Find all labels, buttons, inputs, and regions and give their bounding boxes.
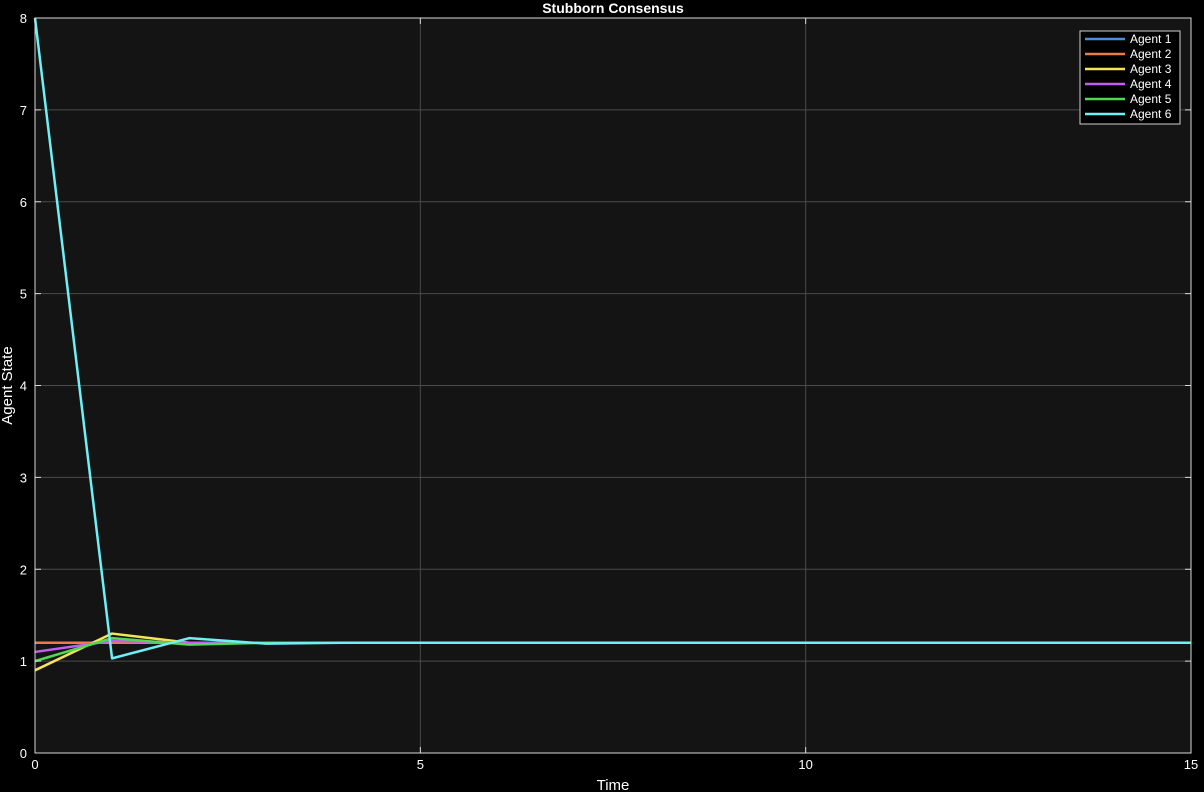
y-tick-label: 6 — [20, 195, 27, 210]
x-axis-label: Time — [597, 777, 630, 792]
x-tick-label: 15 — [1184, 757, 1198, 772]
y-tick-label: 4 — [20, 379, 27, 394]
x-tick-label: 0 — [31, 757, 38, 772]
x-tick-label: 5 — [417, 757, 424, 772]
legend-label: Agent 1 — [1130, 32, 1172, 46]
series-lines — [33, 17, 1191, 672]
chart-title: Stubborn Consensus — [542, 0, 684, 16]
legend-label: Agent 3 — [1130, 62, 1172, 76]
y-tick-label: 3 — [20, 470, 27, 485]
legend-label: Agent 6 — [1130, 107, 1172, 121]
y-axis-label: Agent State — [0, 346, 16, 424]
legend-box — [1079, 30, 1181, 125]
legend-label: Agent 5 — [1130, 92, 1172, 106]
legend-label: Agent 2 — [1130, 47, 1172, 61]
tick-labels: 0 5 10 15 0 1 2 3 4 5 6 7 8 — [20, 11, 1198, 772]
y-tick-label: 7 — [20, 103, 27, 118]
y-tick-label: 1 — [20, 654, 27, 669]
y-tick-label: 8 — [20, 11, 27, 26]
y-tick-label: 0 — [20, 746, 27, 761]
y-tick-label: 2 — [20, 562, 27, 577]
series-line-agent-6 — [33, 17, 1191, 660]
x-tick-label: 10 — [798, 757, 812, 772]
axes — [34, 17, 1192, 754]
legend-label: Agent 4 — [1130, 77, 1172, 91]
y-tick-label: 5 — [20, 287, 27, 302]
